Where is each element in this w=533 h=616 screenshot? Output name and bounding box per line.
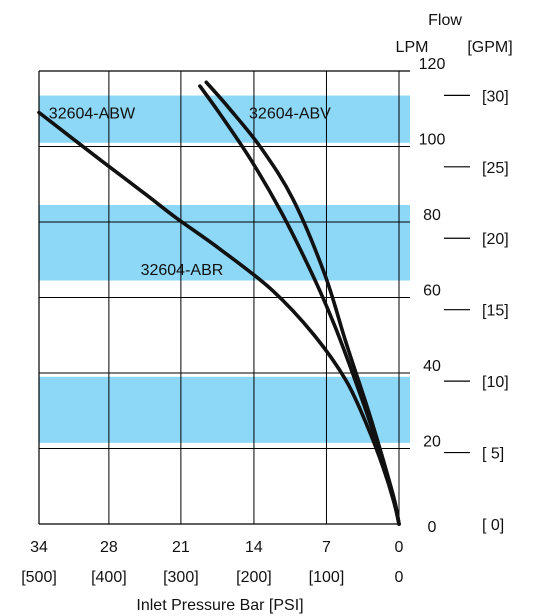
curve-labels: 32604-ABW 32604-ABV 32604-ABR	[49, 106, 331, 280]
y-axis-unit-gpm: [GPM]	[467, 39, 512, 56]
curve-label-32604-abv: 32604-ABV	[249, 106, 331, 123]
x-tick-label-psi-3: [200]	[236, 569, 272, 586]
x-tick-label-bar-3: 14	[245, 539, 263, 556]
lpm-tick-label-3: 60	[423, 283, 441, 300]
x-tick-label-bar-0: 34	[30, 539, 48, 556]
x-tick-label-psi-1: [400]	[91, 569, 127, 586]
gpm-axis: [ 0] [ 5] [10] [15] [20] [25] [30]	[444, 88, 509, 534]
lpm-tick-label-6: 120	[419, 56, 446, 73]
gridlines	[38, 70, 410, 524]
lpm-tick-label-5: 100	[419, 132, 446, 149]
gpm-tick-label-4: [20]	[482, 231, 509, 248]
x-tick-label-psi-5: 0	[395, 569, 404, 586]
y-axis-unit-lpm: LPM	[396, 39, 429, 56]
curve-label-32604-abr: 32604-ABR	[141, 262, 224, 279]
shaded-bands	[39, 95, 410, 443]
x-axis-title: Inlet Pressure Bar [PSI]	[136, 597, 303, 614]
x-tick-label-psi-2: [300]	[163, 569, 199, 586]
curve-32604-abw	[198, 84, 401, 526]
lpm-tick-label-0: 0	[428, 519, 437, 536]
curve-32604-abr	[37, 110, 401, 526]
gpm-tick-label-2: [10]	[482, 374, 509, 391]
gpm-tick-label-5: [25]	[482, 160, 509, 177]
plot-frame	[38, 70, 410, 525]
gpm-tick-label-6: [30]	[482, 88, 509, 105]
flow-curves	[37, 80, 401, 526]
gpm-tick-label-1: [ 5]	[482, 446, 504, 463]
x-tick-label-psi-4: [100]	[309, 569, 345, 586]
band-3	[39, 376, 410, 443]
x-tick-label-bar-1: 28	[100, 539, 118, 556]
lpm-tick-label-2: 40	[423, 358, 441, 375]
curve-32604-abv	[204, 80, 401, 526]
gpm-tick-label-3: [15]	[482, 303, 509, 320]
tick-labels: 0 20 40 60 80 100 120 34 [500] 28 [400] 21 [300] 14 [2…	[21, 56, 445, 586]
x-tick-label-psi-0: [500]	[21, 569, 57, 586]
x-tick-label-bar-4: 7	[322, 539, 331, 556]
band-2	[39, 205, 410, 281]
lpm-tick-label-1: 20	[423, 434, 441, 451]
gpm-tick-label-0: [ 0]	[482, 517, 504, 534]
lpm-tick-label-4: 80	[423, 207, 441, 224]
curve-label-32604-abw: 32604-ABW	[49, 106, 136, 123]
x-tick-label-bar-5: 0	[395, 539, 404, 556]
y-axis-title: Flow	[428, 12, 462, 29]
x-tick-label-bar-2: 21	[172, 539, 190, 556]
